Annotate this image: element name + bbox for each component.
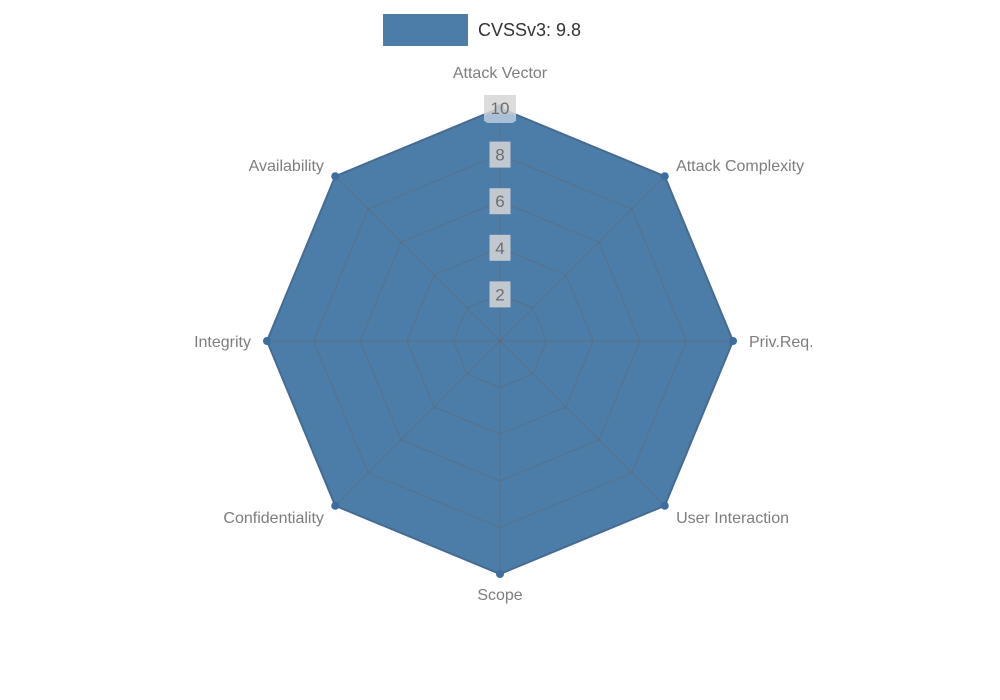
- tick-label: 6: [495, 192, 504, 211]
- series-point[interactable]: [729, 337, 737, 345]
- chart-legend[interactable]: CVSSv3: 9.8: [383, 14, 581, 46]
- series-point[interactable]: [660, 501, 669, 510]
- series-point[interactable]: [331, 501, 340, 510]
- axis-label: Attack Vector: [453, 65, 548, 82]
- grid-ring: [359, 200, 641, 482]
- tick-label-bg: [489, 281, 511, 308]
- tick-label: 4: [495, 239, 504, 258]
- legend-swatch[interactable]: [383, 14, 468, 46]
- series-point[interactable]: [496, 570, 504, 578]
- grid-ring: [452, 293, 548, 389]
- grid-spoke: [334, 175, 501, 342]
- axis-label: Scope: [477, 587, 522, 604]
- tick-label-bg: [489, 141, 511, 168]
- axis-label: Availability: [249, 158, 324, 175]
- series-point-highlight: [484, 114, 516, 123]
- axis-label: Attack Complexity: [676, 158, 804, 175]
- grid-spoke: [499, 175, 666, 342]
- series-point[interactable]: [331, 172, 340, 181]
- tick-label-bg: [489, 234, 511, 261]
- tick-label: 10: [491, 99, 510, 118]
- axis-label: Confidentiality: [223, 510, 324, 527]
- grid-ring: [313, 154, 687, 528]
- tick-label-bg: [489, 188, 511, 215]
- grid-spoke: [499, 340, 666, 507]
- tick-label: 8: [495, 146, 504, 165]
- axis-label: Priv.Req.: [749, 334, 814, 351]
- grid-ring: [406, 247, 594, 435]
- axis-label: Integrity: [194, 334, 251, 351]
- series-point[interactable]: [660, 172, 669, 181]
- legend-label: CVSSv3: 9.8: [478, 20, 582, 40]
- series-point[interactable]: [263, 337, 271, 345]
- tick-label: 2: [495, 285, 504, 304]
- axis-label: User Interaction: [676, 510, 789, 527]
- grid-spoke: [334, 340, 501, 507]
